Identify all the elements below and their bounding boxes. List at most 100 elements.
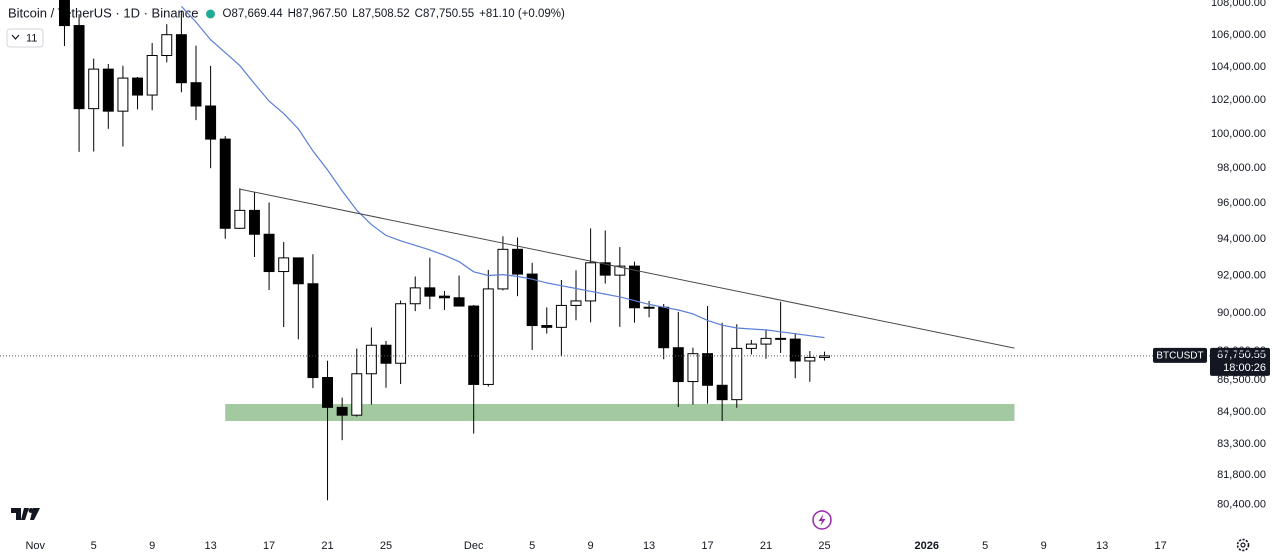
y-tick-label: 106,000.00 <box>1211 29 1266 41</box>
candle-body <box>132 77 144 96</box>
y-tick-label: 80,400.00 <box>1217 498 1266 510</box>
y-tick-label: 90,000.00 <box>1217 307 1266 319</box>
y-tick-label: 102,000.00 <box>1211 94 1266 106</box>
candle-body <box>88 68 100 110</box>
candle-body <box>395 303 407 364</box>
candle-body <box>745 343 757 349</box>
y-tick-label: 108,000.00 <box>1211 0 1266 9</box>
candle-body <box>365 344 377 375</box>
candle-body <box>497 248 509 290</box>
x-tick-label: 17 <box>701 540 713 552</box>
y-tick-label: 100,000.00 <box>1211 128 1266 140</box>
candle-body <box>775 337 787 340</box>
ohlc-legend: O87,669.44 H87,967.50 L87,508.52 C87,750.55… <box>223 8 565 20</box>
ohlc-value: H87,967.50 <box>288 8 347 20</box>
candle-body <box>205 105 217 140</box>
trendline <box>239 188 1015 349</box>
x-tick-label: 5 <box>529 540 535 552</box>
support-zone <box>225 403 1015 421</box>
candle-body <box>351 373 363 416</box>
x-tick-label: 13 <box>204 540 216 552</box>
x-tick-label: 13 <box>1096 540 1108 552</box>
x-tick-label: 9 <box>1041 540 1047 552</box>
candle-body <box>263 233 275 273</box>
candle-body <box>278 257 290 273</box>
gear-inner[interactable] <box>1240 542 1246 548</box>
candle-body <box>307 283 319 379</box>
x-tick-label: Nov <box>25 540 45 552</box>
candle-body <box>380 344 392 364</box>
x-tick-label: 13 <box>643 540 655 552</box>
indicator-count[interactable]: 11 <box>26 32 37 44</box>
status-dot <box>206 9 216 19</box>
x-tick-label: 25 <box>380 540 392 552</box>
candle-body <box>585 262 597 302</box>
ohlc-value: +81.10 (+0.09%) <box>479 8 565 20</box>
chart-title: Bitcoin / TetherUS · 1D · Binance <box>8 5 199 20</box>
candle-body <box>570 300 582 306</box>
candle-body <box>760 337 772 345</box>
candle-body <box>248 209 260 235</box>
y-tick-label: 98,000.00 <box>1217 162 1266 174</box>
x-tick-label: 21 <box>321 540 333 552</box>
candle-body <box>614 265 626 276</box>
x-tick-label: 17 <box>1154 540 1166 552</box>
candle-body <box>482 288 494 385</box>
logo-mark <box>11 508 29 520</box>
candle-body <box>146 54 158 96</box>
x-tick-label: 2026 <box>915 540 939 552</box>
candle-body <box>789 338 801 362</box>
x-tick-label: 5 <box>91 540 97 552</box>
candle-body <box>687 353 699 383</box>
candle-body <box>219 138 231 229</box>
x-tick-label: 9 <box>588 540 594 552</box>
x-tick-label: 25 <box>818 540 830 552</box>
candle-body <box>628 265 640 309</box>
chevron-icon[interactable] <box>11 34 20 40</box>
candle-body <box>438 295 450 299</box>
price-tag <box>1210 347 1270 376</box>
y-tick-label: 94,000.00 <box>1217 233 1266 245</box>
candle-body <box>555 304 567 328</box>
candle-body <box>541 325 553 328</box>
candle-body <box>731 347 743 401</box>
y-tick-label: 86,500.00 <box>1217 374 1266 386</box>
gear-outer[interactable] <box>1236 538 1250 552</box>
candle-body <box>190 82 202 107</box>
symbol-tag <box>1153 347 1207 363</box>
ohlc-value: O87,669.44 <box>223 8 284 20</box>
candle-body <box>58 0 70 27</box>
y-tick-label: 83,300.00 <box>1217 438 1266 450</box>
y-tick-label: 104,000.00 <box>1211 61 1266 73</box>
x-tick-label: Dec <box>464 540 484 552</box>
y-tick-label: 92,000.00 <box>1217 269 1266 281</box>
moving-average-line <box>180 5 825 339</box>
lightning-icon[interactable] <box>818 514 826 526</box>
indicator-box[interactable] <box>6 28 44 48</box>
y-tick-label: 88,000.00 <box>1217 345 1266 357</box>
candle-body <box>161 34 173 56</box>
candle-body <box>117 77 129 112</box>
candle-body <box>234 209 246 229</box>
candle-body <box>716 384 728 401</box>
y-tick-label: 84,900.00 <box>1217 406 1266 418</box>
x-tick-label: 5 <box>982 540 988 552</box>
candle-body <box>336 406 348 416</box>
symbol-tag-label: BTCUSDT <box>1156 350 1203 361</box>
y-tick-label: 81,800.00 <box>1217 469 1266 481</box>
settings-icon[interactable] <box>1236 538 1250 552</box>
candle-body <box>424 287 436 297</box>
header: Bitcoin / TetherUS · 1D · Binance O87,66… <box>8 5 565 20</box>
candle-body <box>599 262 611 276</box>
tradingview-logo <box>11 508 40 520</box>
price-tag-label: 87,750.55 <box>1217 349 1266 361</box>
candle-body <box>468 305 480 385</box>
candle-body <box>672 347 684 383</box>
candle-body <box>409 287 421 305</box>
candle-body <box>175 34 187 84</box>
events-icon[interactable] <box>812 510 832 530</box>
indicator-toggle[interactable]: 11 <box>6 28 44 48</box>
